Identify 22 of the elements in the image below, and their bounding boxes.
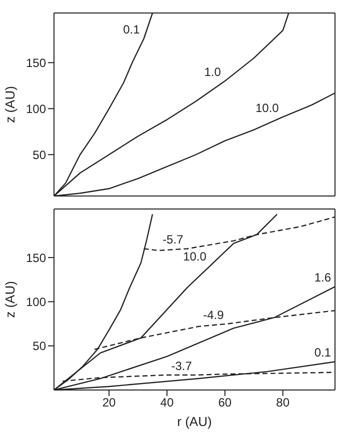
y-tick-label: 150 bbox=[26, 56, 46, 70]
y-tick-label: 150 bbox=[26, 250, 46, 265]
y-tick-label: 100 bbox=[26, 294, 46, 309]
y-axis-title: z (AU) bbox=[2, 86, 18, 123]
annotation: 10.0 bbox=[183, 250, 207, 264]
annotation: -4.9 bbox=[203, 308, 224, 322]
annotation: -5.7 bbox=[162, 232, 184, 247]
x-tick-label: 20 bbox=[102, 396, 116, 410]
y-tick-label: 50 bbox=[32, 148, 46, 162]
x-tick-label: 40 bbox=[160, 396, 174, 410]
annotation: 0.1 bbox=[314, 346, 332, 360]
y-axis-title: z (AU) bbox=[2, 281, 18, 318]
annotation: 1.0 bbox=[204, 65, 222, 80]
x-tick-label: 60 bbox=[218, 396, 232, 410]
x-tick-label: 80 bbox=[276, 396, 290, 410]
annotation: 0.1 bbox=[123, 22, 140, 37]
x-axis-title: r (AU) bbox=[177, 414, 212, 429]
annotation: 1.6 bbox=[314, 270, 332, 285]
y-tick-label: 50 bbox=[32, 339, 46, 354]
annotation: 10.0 bbox=[255, 100, 280, 115]
annotation: -3.7 bbox=[171, 358, 192, 373]
y-tick-label: 100 bbox=[26, 102, 46, 116]
